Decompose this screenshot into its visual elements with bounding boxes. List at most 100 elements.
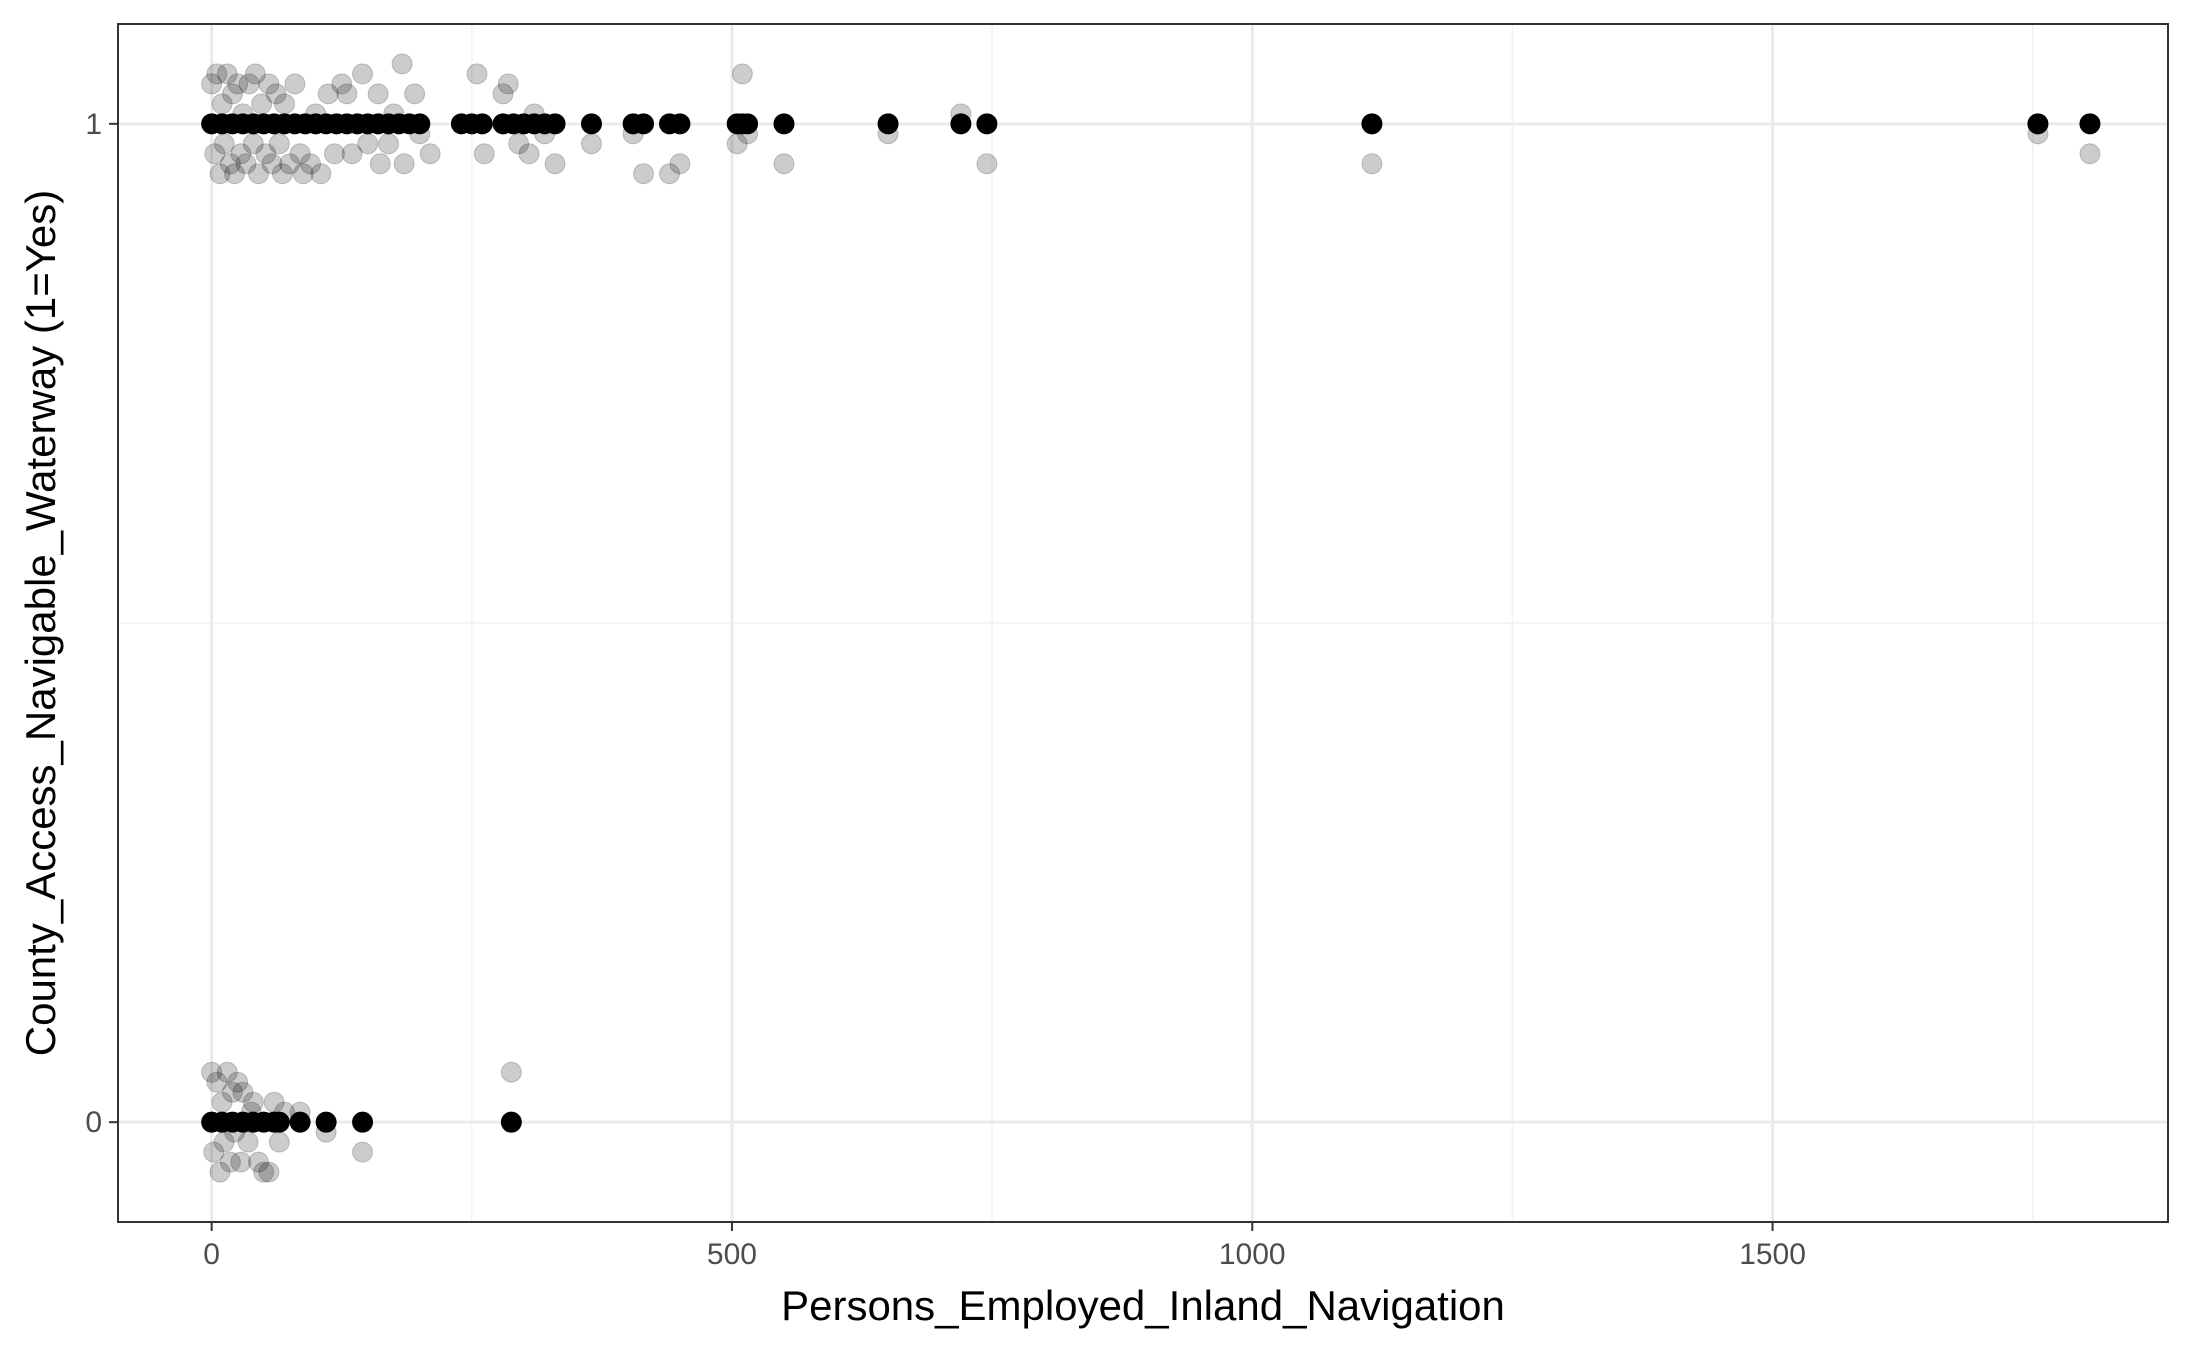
jittered-data-point <box>378 133 400 155</box>
x-tick-label: 500 <box>707 1238 757 1271</box>
data-point <box>580 113 602 135</box>
jittered-data-point <box>317 83 339 105</box>
jittered-data-point <box>393 153 415 175</box>
data-point <box>352 1111 374 1133</box>
jittered-data-point <box>336 83 358 105</box>
data-point <box>1361 113 1383 135</box>
jittered-data-point <box>209 163 231 185</box>
jittered-data-point <box>216 63 238 85</box>
jittered-data-point <box>201 73 223 95</box>
data-point <box>315 1111 337 1133</box>
jittered-data-point <box>206 63 228 85</box>
jittered-data-point <box>500 1061 522 1083</box>
jittered-data-point <box>289 143 311 165</box>
jittered-data-point <box>508 133 530 155</box>
data-point <box>773 113 795 135</box>
jittered-data-point <box>473 143 495 165</box>
jittered-data-point <box>976 153 998 175</box>
x-tick-label: 1000 <box>1219 1238 1286 1271</box>
jittered-data-point <box>258 1161 280 1183</box>
jittered-data-point <box>227 73 249 95</box>
jittered-data-point <box>1361 153 1383 175</box>
jittered-data-point <box>230 143 252 165</box>
y-tick-label: 0 <box>85 1106 102 1139</box>
jittered-data-point <box>235 153 257 175</box>
jittered-data-point <box>466 63 488 85</box>
jittered-data-point <box>2079 143 2101 165</box>
data-point <box>633 113 655 135</box>
jittered-data-point <box>230 1151 252 1173</box>
jittered-data-point <box>497 73 519 95</box>
jittered-data-point <box>219 1151 241 1173</box>
jittered-data-point <box>261 153 283 175</box>
jittered-data-point <box>419 143 441 165</box>
jittered-data-point <box>201 1061 223 1083</box>
data-point <box>737 113 759 135</box>
jittered-data-point <box>206 1071 228 1093</box>
x-tick-label: 1500 <box>1739 1238 1806 1271</box>
jittered-data-point <box>669 153 691 175</box>
y-tick-label: 1 <box>85 108 102 141</box>
jittered-data-point <box>203 1141 225 1163</box>
data-point <box>976 113 998 135</box>
jittered-data-point <box>244 63 266 85</box>
data-point <box>289 1111 311 1133</box>
jittered-data-point <box>227 1071 249 1093</box>
jittered-data-point <box>265 83 287 105</box>
jittered-data-point <box>357 133 379 155</box>
plot-border <box>117 23 2169 1223</box>
jittered-data-point <box>310 163 332 185</box>
jittered-data-point <box>237 1131 259 1153</box>
jittered-data-point <box>580 133 602 155</box>
jittered-data-point <box>391 53 413 75</box>
jittered-data-point <box>253 1161 275 1183</box>
jittered-data-point <box>232 1081 254 1103</box>
data-point <box>669 113 691 135</box>
data-point <box>2079 113 2101 135</box>
data-point <box>544 113 566 135</box>
jittered-data-point <box>258 73 280 95</box>
jittered-data-point <box>273 93 295 115</box>
jittered-data-point <box>518 143 540 165</box>
jittered-data-point <box>221 83 243 105</box>
y-axis-title: County_Access_Navigable_Waterway (1=Yes) <box>17 190 64 1057</box>
jittered-data-point <box>284 73 306 95</box>
jittered-data-point <box>204 143 226 165</box>
jittered-data-point <box>219 153 241 175</box>
jittered-data-point <box>271 163 293 185</box>
jittered-data-point <box>268 1131 290 1153</box>
data-point <box>500 1111 522 1133</box>
jittered-data-point <box>279 153 301 175</box>
data-point <box>2027 113 2049 135</box>
axis-ticks: 0 500 1000 1500 0 1 <box>85 108 1806 1271</box>
jittered-data-point <box>352 1141 374 1163</box>
jittered-data-point <box>292 163 314 185</box>
jittered-data-point <box>352 63 374 85</box>
jittered-data-point <box>242 1091 264 1113</box>
jittered-data-point <box>209 1161 231 1183</box>
data-point <box>409 113 431 135</box>
jittered-data-point <box>404 83 426 105</box>
jittered-data-point <box>247 163 269 185</box>
jittered-data-point <box>731 63 753 85</box>
x-tick-label: 0 <box>203 1238 220 1271</box>
jittered-data-point <box>216 1061 238 1083</box>
jittered-data-point <box>323 143 345 165</box>
jittered-data-point <box>331 73 353 95</box>
jittered-data-point <box>300 153 322 175</box>
data-point <box>877 113 899 135</box>
data-points <box>201 53 2101 1183</box>
jittered-data-point <box>367 83 389 105</box>
jittered-data-point <box>221 1081 243 1103</box>
jittered-data-point <box>659 163 681 185</box>
jittered-data-point <box>492 83 514 105</box>
data-point <box>471 113 493 135</box>
jittered-data-point <box>238 73 260 95</box>
jittered-data-point <box>255 143 277 165</box>
jittered-data-point <box>544 153 566 175</box>
x-axis-title: Persons_Employed_Inland_Navigation <box>781 1282 1505 1329</box>
jittered-data-point <box>247 1151 269 1173</box>
jittered-data-point <box>268 133 290 155</box>
jittered-data-point <box>341 143 363 165</box>
